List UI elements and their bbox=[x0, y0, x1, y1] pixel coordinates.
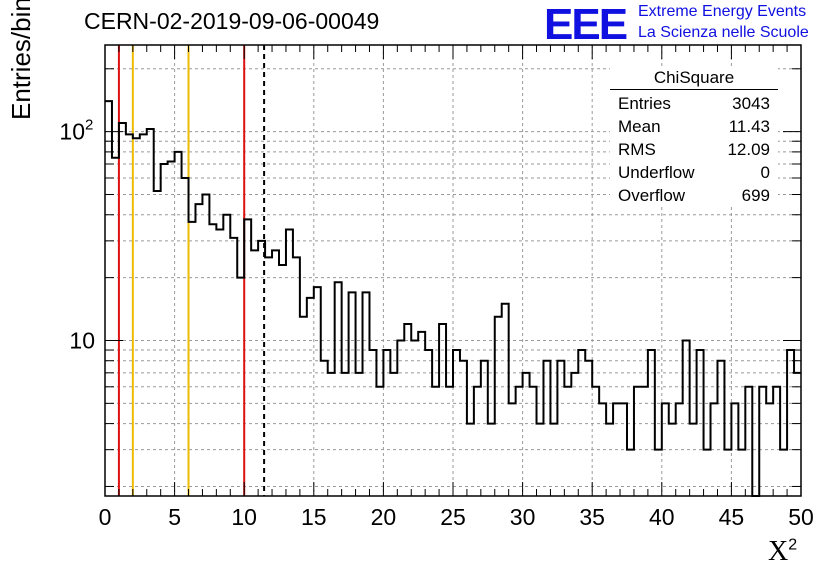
y-tick-label: 10 bbox=[59, 119, 85, 145]
x-tick-label: 15 bbox=[301, 504, 327, 530]
stats-row-entries: Entries 3043 bbox=[610, 92, 778, 115]
stats-label: Entries bbox=[618, 94, 671, 113]
x-axis-label-superscript: 2 bbox=[788, 536, 798, 554]
stats-label: Mean bbox=[618, 117, 661, 136]
stats-value: 12.09 bbox=[727, 140, 770, 159]
x-tick-label: 10 bbox=[231, 504, 257, 530]
stats-label: Underflow bbox=[618, 163, 695, 182]
stats-row-rms: RMS 12.09 bbox=[610, 138, 778, 161]
eee-logo-line2: La Scienza nelle Scuole bbox=[638, 24, 809, 41]
stats-row-overflow: Overflow 699 bbox=[610, 184, 778, 207]
x-tick-label: 35 bbox=[579, 504, 605, 530]
x-tick-label: 50 bbox=[788, 504, 814, 530]
x-tick-label: 20 bbox=[371, 504, 397, 530]
stats-label: Overflow bbox=[618, 186, 686, 205]
stats-row-mean: Mean 11.43 bbox=[610, 115, 778, 138]
y-tick-label-exponent: 2 bbox=[85, 117, 93, 134]
eee-logo: EEE bbox=[544, 0, 628, 49]
eee-logo-line1: Extreme Energy Events bbox=[638, 3, 807, 20]
stats-value: 11.43 bbox=[728, 117, 770, 136]
x-axis-label-main: X bbox=[768, 536, 789, 567]
stats-value: 0 bbox=[760, 163, 770, 182]
histogram-line bbox=[105, 100, 801, 497]
x-tick-label: 25 bbox=[440, 504, 466, 530]
x-tick-label: 0 bbox=[99, 504, 112, 530]
y-axis-label: Entries/bin bbox=[6, 0, 36, 120]
stats-value: 3043 bbox=[732, 94, 770, 113]
stats-label: RMS bbox=[618, 140, 656, 159]
stats-box-title: ChiSquare bbox=[610, 68, 778, 90]
x-tick-label: 45 bbox=[719, 504, 745, 530]
plot-title: CERN-02-2019-09-06-00049 bbox=[84, 8, 380, 34]
x-tick-label: 30 bbox=[510, 504, 536, 530]
stats-row-underflow: Underflow 0 bbox=[610, 161, 778, 184]
x-tick-label: 5 bbox=[168, 504, 181, 530]
x-axis-label: X2 bbox=[768, 536, 797, 568]
x-tick-label: 40 bbox=[649, 504, 675, 530]
stats-box: ChiSquare Entries 3043 Mean 11.43 RMS 12.09… bbox=[610, 68, 778, 207]
y-tick-label: 10 bbox=[69, 327, 95, 353]
stats-value: 699 bbox=[741, 186, 770, 205]
